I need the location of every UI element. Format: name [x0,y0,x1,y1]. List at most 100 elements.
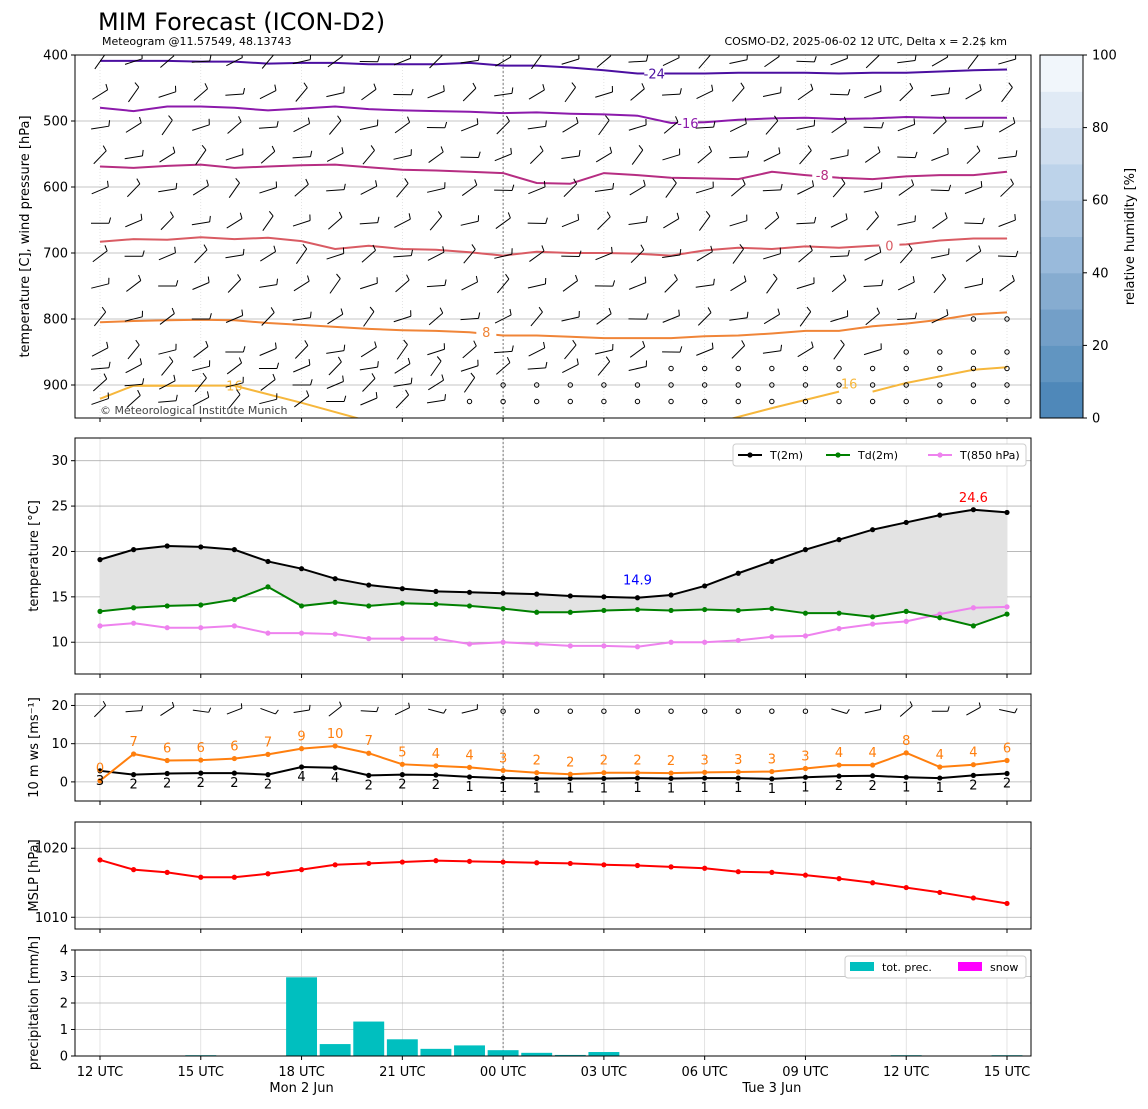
wind-barb [798,89,813,99]
series-point [803,611,808,616]
series-point [635,775,640,780]
series-point [265,584,270,589]
wind-barb [662,94,680,95]
colorbar-band [1040,345,1083,382]
series-point [232,875,237,880]
wind-barb [665,280,678,293]
series-point [736,769,741,774]
dewpoint-spread-fill [100,510,1007,626]
series-point [870,614,875,619]
wind-barb-flag [405,178,408,183]
wind-barb [263,216,273,231]
wind-barb-flag [977,146,980,151]
wind-barb-flag [271,307,274,312]
wind-barb [362,250,376,262]
series-point [467,590,472,595]
wind-barb [295,184,309,196]
y-tick-label: 400 [43,49,68,64]
wind-barb [529,90,544,99]
gust-label: 7 [264,735,272,750]
wind-barb [663,219,678,228]
series-point [937,775,942,780]
wind-barb-flag [105,245,107,251]
calm-wind-marker [669,709,673,713]
series-point [1004,604,1009,609]
wind-barb-flag [444,85,445,91]
wind-barb-flag [311,151,312,157]
wind-barb-flag [538,50,542,55]
wind-barb [729,60,747,64]
precip-bar [286,977,317,1056]
wind-barb-flag [747,312,748,318]
series-point [904,609,909,614]
series-point [400,762,405,767]
wind-barb [631,89,645,101]
wind-barb-flag [812,180,813,186]
wind-barb [529,348,545,356]
wind-barb [628,61,646,62]
wind-barb [395,364,410,374]
temperature-legend: T(2m)Td(2m)T(850 hPa) [733,444,1026,466]
series-point [668,608,673,613]
wind-barb-flag [138,390,141,395]
wind-barb [595,350,613,354]
wind-barb [259,285,277,288]
wind-barb [196,150,206,165]
wind-barb-flag [605,116,609,121]
wind-barb-flag [370,307,374,312]
mean-wind-label: 2 [835,779,843,794]
wind-barb-flag [982,121,983,127]
wind-barb-flag [103,146,106,151]
wind-barb-flag [512,345,513,351]
y-tick-label: 20 [51,545,68,560]
wind-barb [699,216,710,231]
wind-barb-flag [677,213,679,219]
gust-label: 3 [801,750,809,765]
wind-barb [933,121,946,134]
series-point [265,772,270,777]
wind-barb [699,55,711,69]
series-point [232,756,237,761]
wind-barb-flag [308,118,309,124]
mean-wind-label: 1 [936,781,944,796]
series-point [937,890,942,895]
wind-barb [696,188,713,193]
gust-label: 4 [969,746,977,761]
wind-barb-flag [274,246,276,252]
wind-barb-flag [572,83,576,88]
series-point [971,623,976,628]
wind-barb-flag [646,55,647,61]
series-point [400,859,405,864]
wind-barb [461,221,479,225]
wind-barb-flag [175,247,176,253]
series-point [333,765,338,770]
series-point [400,601,405,606]
wind-barb [562,220,579,227]
series-point [366,636,371,641]
wind-barb-flag [240,213,242,219]
wind-barb [225,255,243,258]
series-point [668,864,673,869]
series-point [467,774,472,779]
wind-barb [832,280,846,292]
wind-barb-flag [243,249,244,255]
wind-barb [763,351,781,354]
series-point [736,571,741,576]
series-point [501,775,506,780]
series-point [501,606,506,611]
precip-bar [454,1045,485,1056]
wind-barb [360,223,378,224]
wind-barb [799,251,813,263]
wind-barb-flag [207,391,208,397]
mean-wind-label: 2 [398,778,406,793]
mean-wind-label: 2 [197,776,205,791]
wind-barb [528,126,546,129]
wind-barb-flag [444,709,447,713]
wind-barb [830,94,848,95]
wind-barb [999,220,1016,226]
wind-barb [328,217,342,229]
series-point [299,746,304,751]
x-tick-label: 12 UTC [77,1065,123,1080]
series-point [299,764,304,769]
